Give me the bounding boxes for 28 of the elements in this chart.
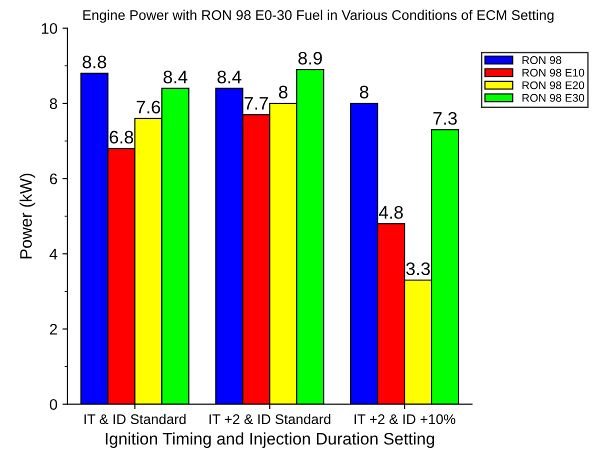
chart-title: Engine Power with RON 98 E0-30 Fuel in Various Conditions of ECM Setting	[83, 10, 554, 23]
y-tick-label: 6	[50, 173, 58, 184]
legend-label: RON 98 E10	[522, 68, 584, 77]
x-axis-title: Ignition Timing and Injection Duration Setting	[106, 432, 434, 448]
y-tick-label: 8	[50, 98, 58, 110]
data-label: 6.8	[110, 130, 134, 144]
data-label: 4.8	[378, 206, 403, 219]
y-tick-label: 4	[50, 248, 58, 260]
x-tick-label: IT +2 & ID Standard	[210, 414, 330, 424]
x-tick-label: IT +2 & ID +10%	[354, 414, 456, 424]
data-label: 7.6	[136, 100, 160, 114]
data-label: 8.9	[298, 52, 322, 65]
legend-label: RON 98	[522, 56, 562, 64]
y-tick-label: 0	[50, 399, 58, 410]
y-tick-label: 2	[50, 324, 57, 335]
data-label: 7.3	[433, 112, 457, 125]
x-tick-label: IT & ID Standard	[84, 414, 186, 424]
data-label: 3.3	[406, 262, 430, 276]
data-label: 8	[278, 86, 288, 98]
data-label: 7.7	[244, 97, 268, 110]
y-axis-title: Power (kW)	[20, 174, 36, 258]
legend-label: RON 98 E20	[522, 81, 584, 90]
data-label: 8.8	[82, 56, 106, 68]
data-label: 8.4	[218, 70, 242, 84]
data-label: 8	[360, 86, 368, 98]
y-tick-label: 10	[42, 23, 58, 34]
legend-label: RON 98 E30	[522, 94, 584, 102]
data-label: 8.4	[164, 70, 188, 84]
